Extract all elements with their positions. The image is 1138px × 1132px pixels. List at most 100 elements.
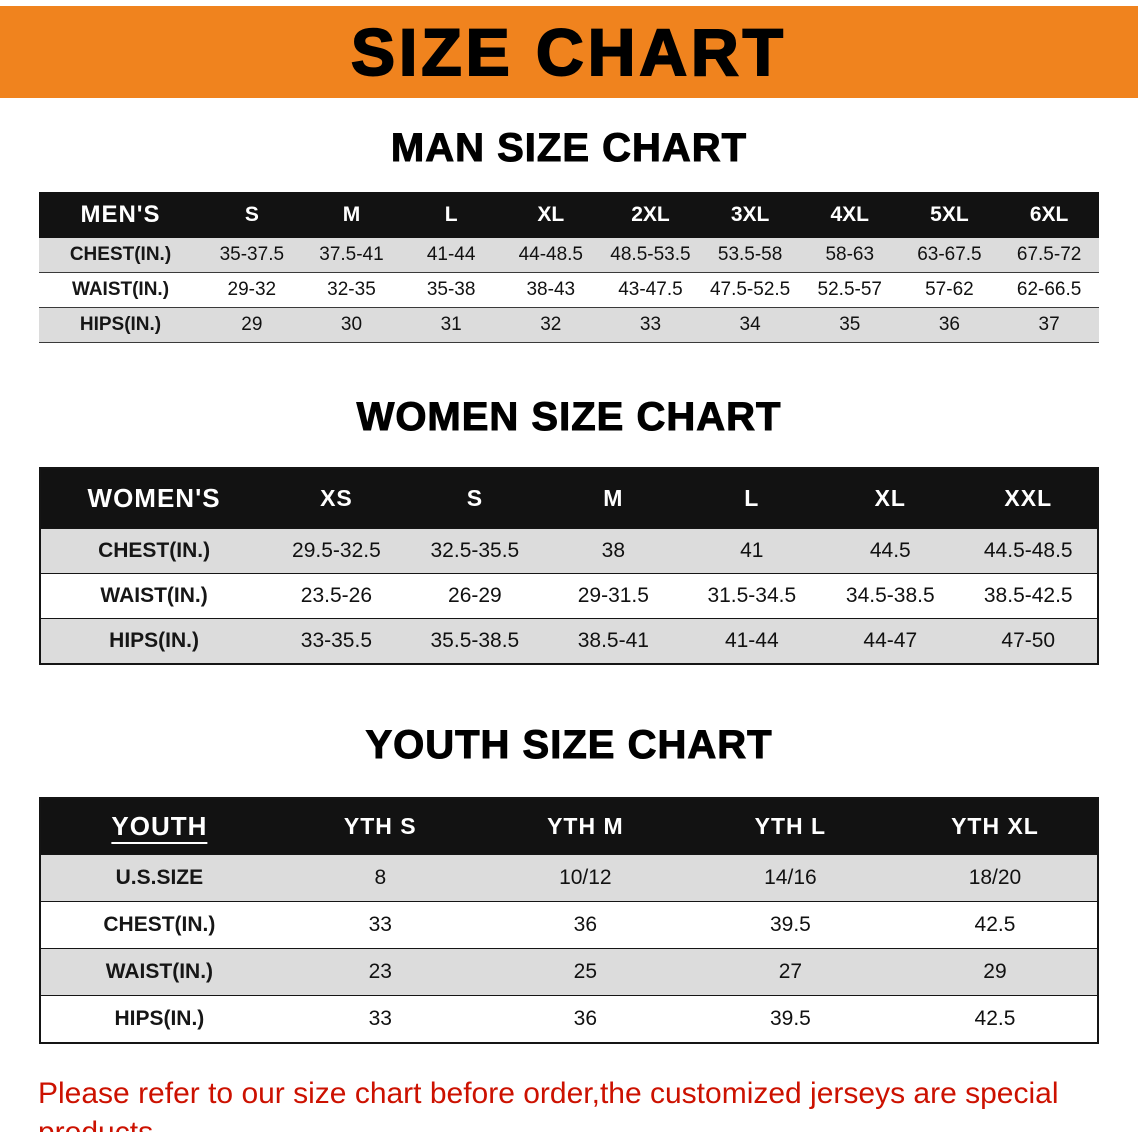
size-value: 41-44 [426,244,476,265]
size-column-header: S [466,485,484,511]
size-value: 36 [938,314,960,335]
size-value: 57-62 [925,279,974,300]
size-value: 31 [440,314,462,335]
youth-section-title: YOUTH SIZE CHART [365,723,773,768]
size-value: 58-63 [825,244,875,265]
size-value: 33 [368,913,392,936]
size-value: 36 [573,1007,598,1030]
size-value: 53.5-58 [717,244,783,265]
size-column-header: XL [537,203,565,226]
size-value: 26-29 [448,584,502,607]
size-value: 33 [368,1007,392,1030]
row-label: CHEST(IN.) [103,913,216,936]
men-table-header-row: MEN'S S M L XL 2XL 3XL 4XL 5XL 6XL [39,192,1099,238]
size-column-header: 2XL [631,203,670,226]
size-table-row: CHEST(IN.) 33 36 39.5 42.5 [40,901,1098,949]
size-value: 62-66.5 [1016,279,1082,300]
size-value: 38.5-42.5 [983,584,1073,607]
size-value: 47.5-52.5 [709,279,791,300]
size-value: 41 [740,539,764,562]
size-column-header: S [244,203,259,226]
footer-note: Please refer to our size chart before or… [0,1074,1138,1132]
size-value: 33-35.5 [300,629,373,652]
size-column-header: XXL [1004,485,1053,511]
size-value: 35-37.5 [219,244,285,265]
size-value: 29 [983,960,1007,983]
size-value: 63-67.5 [917,244,982,265]
size-table-row: WAIST(IN.) 23 25 27 29 [40,948,1098,996]
youth-table-header-row: YOUTH YTH S YTH M YTH L YTH XL [40,798,1098,855]
size-column-header: XS [320,485,353,511]
size-value: 37.5-41 [319,244,384,265]
size-value: 27 [778,960,803,983]
size-value: 32.5-35.5 [430,539,520,562]
size-value: 25 [573,960,598,983]
size-table-row: HIPS(IN.) 33-35.5 35.5-38.5 38.5-41 41-44 44-… [40,618,1098,664]
youth-size-section: YOUTH SIZE CHART YOUTH YTH S YTH M YTH L YTH… [0,723,1138,1044]
size-value: 34.5-38.5 [845,584,935,607]
size-value: 37 [1038,314,1060,335]
size-value: 34 [739,314,761,335]
row-label: U.S.SIZE [115,866,204,889]
women-section-title: WOMEN SIZE CHART [356,395,782,440]
size-value: 29 [241,314,263,335]
size-value: 44-47 [863,629,918,652]
women-table-body: CHEST(IN.) 29.5-32.5 32.5-35.5 38 41 44.5 44.5… [40,528,1098,664]
size-value: 35.5-38.5 [430,629,520,652]
size-value: 8 [374,866,387,889]
size-column-header: XL [874,485,906,511]
size-table-row: U.S.SIZE 8 10/12 14/16 18/20 [40,854,1098,902]
size-table-row: CHEST(IN.) 35-37.5 37.5-41 41-44 44-48.5 48.5… [39,238,1099,273]
size-value: 29-31.5 [577,584,649,607]
size-column-header: 3XL [730,203,770,226]
size-value: 35 [839,314,861,335]
size-value: 43-47.5 [618,279,683,300]
men-section-title: MAN SIZE CHART [390,126,748,171]
size-value: 29-32 [227,279,277,300]
size-value: 33 [639,314,662,335]
size-value: 38 [601,539,626,562]
size-table-row: HIPS(IN.) 29 30 31 32 33 34 35 36 37 [39,307,1099,343]
size-value: 14/16 [764,866,817,889]
size-value: 32 [540,314,562,335]
size-chart-banner: SIZE CHART [0,6,1138,98]
size-value: 18/20 [968,866,1022,889]
size-table-row: CHEST(IN.) 29.5-32.5 32.5-35.5 38 41 44.5 44.5… [40,528,1098,574]
size-column-header: YTH XL [951,813,1039,839]
size-value: 39.5 [769,1007,811,1030]
size-column-header: L [444,203,458,226]
size-value: 44-48.5 [518,244,584,265]
size-column-header: YTH M [547,813,624,839]
table-corner-label: YOUTH [111,811,208,841]
youth-table-body: U.S.SIZE 8 10/12 14/16 18/20 CHEST(IN.) 33 36 39… [40,854,1098,1043]
women-table-header-row: WOMEN'S XS S M L XL XXL [40,468,1098,529]
row-label: HIPS(IN.) [109,629,199,652]
banner-title: SIZE CHART [350,15,787,89]
size-value: 52.5-57 [817,279,882,300]
size-value: 38.5-41 [577,629,649,652]
youth-size-table: YOUTH YTH S YTH M YTH L YTH XL U.S.SIZE 8 10/1… [39,797,1099,1044]
size-value: 36 [573,913,598,936]
footer-note-line-1: Please refer to our size chart before or… [38,1077,1059,1132]
size-value: 44.5 [869,539,911,562]
size-column-header: L [744,485,760,511]
size-value: 47-50 [1001,629,1056,652]
men-size-section: MAN SIZE CHART MEN'S S M L XL 2XL 3XL 4XL 5XL 6XL… [0,126,1138,343]
size-value: 38-43 [526,279,576,300]
size-value: 67.5-72 [1016,244,1082,265]
size-value: 30 [340,314,363,335]
size-column-header: 4XL [830,203,870,226]
size-value: 23.5-26 [300,584,373,607]
size-value: 44.5-48.5 [983,539,1073,562]
size-value: 42.5 [974,1007,1016,1030]
women-size-section: WOMEN SIZE CHART WOMEN'S XS S M L XL XXL CHEST… [0,395,1138,665]
size-value: 39.5 [769,913,811,936]
women-size-table: WOMEN'S XS S M L XL XXL CHEST(IN.) 29.5-32.5 32.… [39,467,1099,665]
row-label: HIPS(IN.) [79,314,162,335]
size-value: 32-35 [327,279,376,300]
size-value: 10/12 [559,866,612,889]
row-label: HIPS(IN.) [114,1007,205,1030]
size-value: 31.5-34.5 [707,584,797,607]
size-value: 23 [368,960,392,983]
